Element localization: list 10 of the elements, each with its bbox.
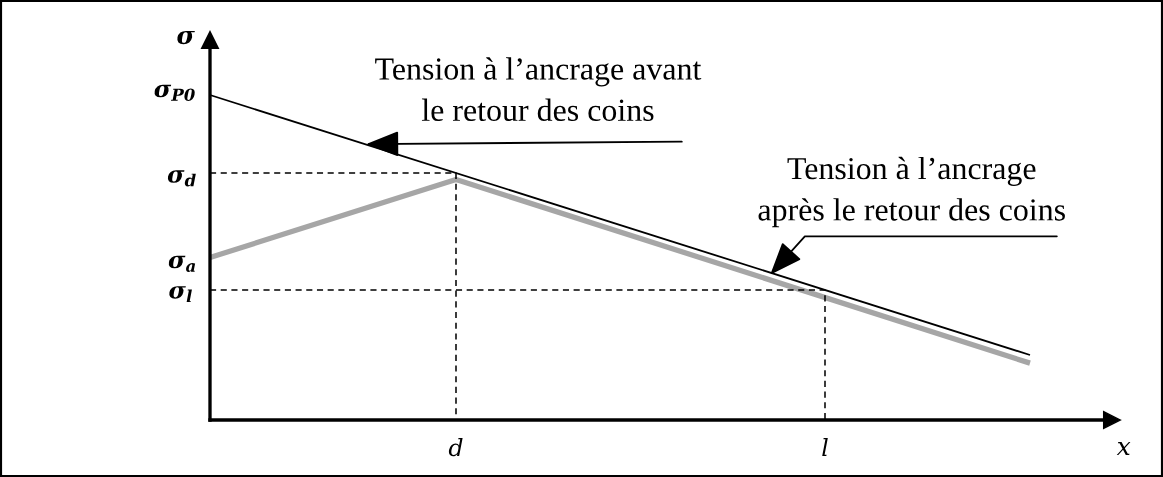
- y-axis-title: σ: [177, 30, 195, 45]
- x-tick-label: d: [448, 438, 463, 457]
- x-tick-label: l: [822, 438, 828, 456]
- text: σ$_{l}$: [169, 286, 192, 303]
- x-axis-title: x: [1116, 442, 1131, 456]
- text: σ$_{d}$: [167, 170, 196, 187]
- annotation: Tension à l’ancrage avant le retour des coins: [375, 57, 702, 122]
- annotation: Tension à l’ancrage après le retour des coins: [758, 156, 1065, 228]
- text: σ$_{a}$: [168, 255, 196, 272]
- text: σ$_{P0}$: [154, 84, 195, 101]
